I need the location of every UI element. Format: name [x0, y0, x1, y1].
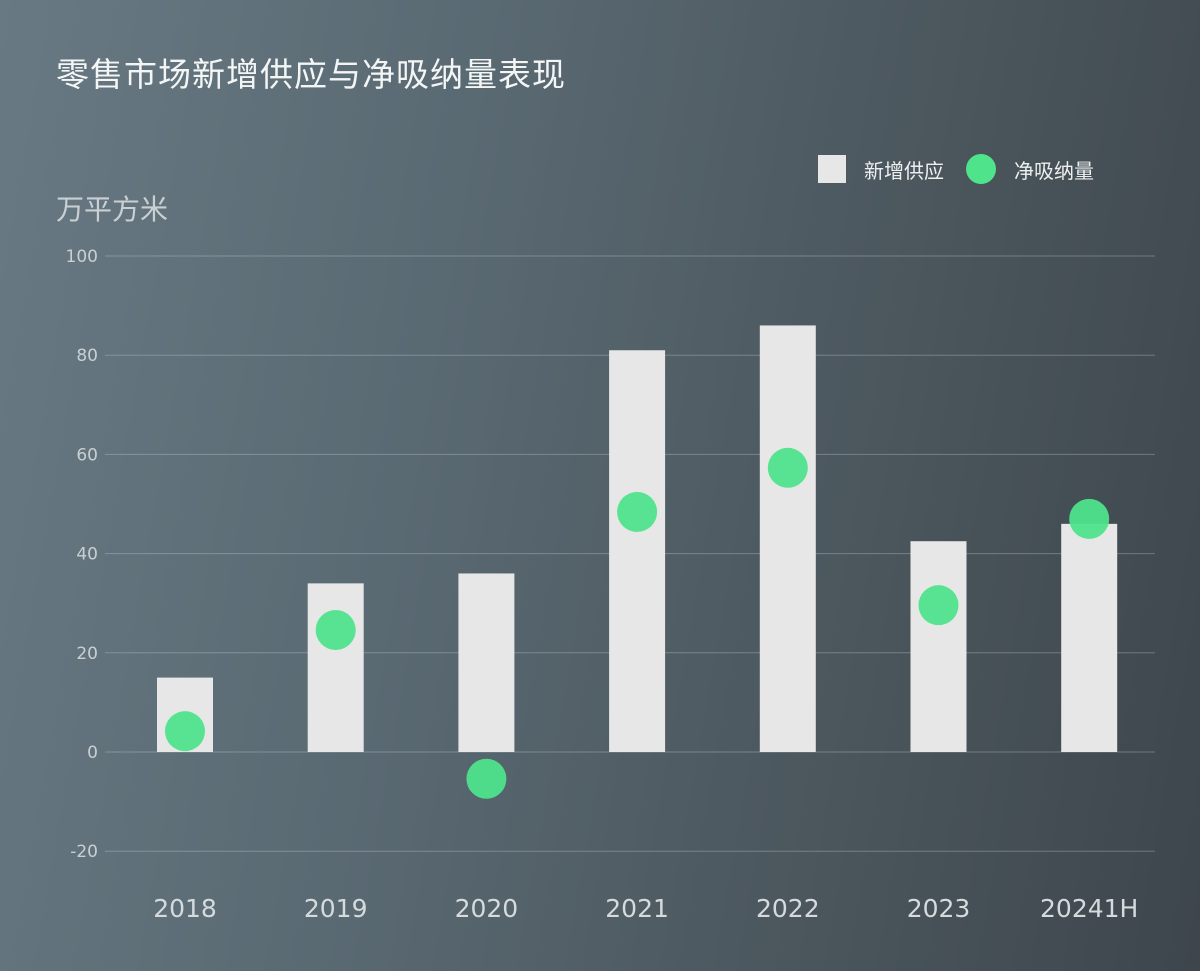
point-absorption [165, 711, 205, 752]
point-absorption [466, 758, 507, 799]
legend-swatch-absorption [966, 154, 996, 184]
y-tick-label: 40 [76, 545, 98, 565]
x-tick-label: 2019 [304, 894, 368, 923]
y-tick-label: 80 [76, 346, 98, 366]
legend-label-absorption: 净吸纳量 [1014, 158, 1094, 183]
point-absorption [1069, 498, 1110, 539]
y-tick-label: 100 [66, 247, 98, 267]
y-axis-label: 万平方米 [56, 193, 169, 226]
x-tick-label: 2020 [455, 894, 519, 923]
legend-label-supply: 新增供应 [864, 158, 944, 183]
y-tick-label: 20 [76, 644, 98, 664]
chart-title: 零售市场新增供应与净吸纳量表现 [56, 55, 566, 94]
bar-supply [609, 350, 666, 752]
bar-supply [458, 573, 515, 752]
x-tick-label: 2022 [756, 894, 820, 923]
y-tick-label: -20 [70, 842, 98, 862]
point-absorption [315, 609, 356, 650]
bar-supply [910, 541, 967, 752]
y-tick-label: 0 [87, 743, 98, 763]
x-tick-label: 2021 [605, 894, 669, 923]
bar-supply [307, 583, 364, 752]
point-absorption [918, 585, 959, 626]
y-tick-label: 60 [76, 445, 98, 465]
x-tick-label: 2023 [907, 894, 971, 923]
point-absorption [767, 447, 808, 488]
bar-supply [759, 325, 816, 752]
legend: 新增供应 净吸纳量 [818, 154, 1094, 184]
x-tick-label: 2018 [153, 894, 217, 923]
point-absorption [617, 491, 658, 532]
x-tick-label: 20241H [1040, 894, 1138, 923]
bar-supply [1061, 523, 1118, 752]
legend-swatch-supply [818, 155, 846, 183]
